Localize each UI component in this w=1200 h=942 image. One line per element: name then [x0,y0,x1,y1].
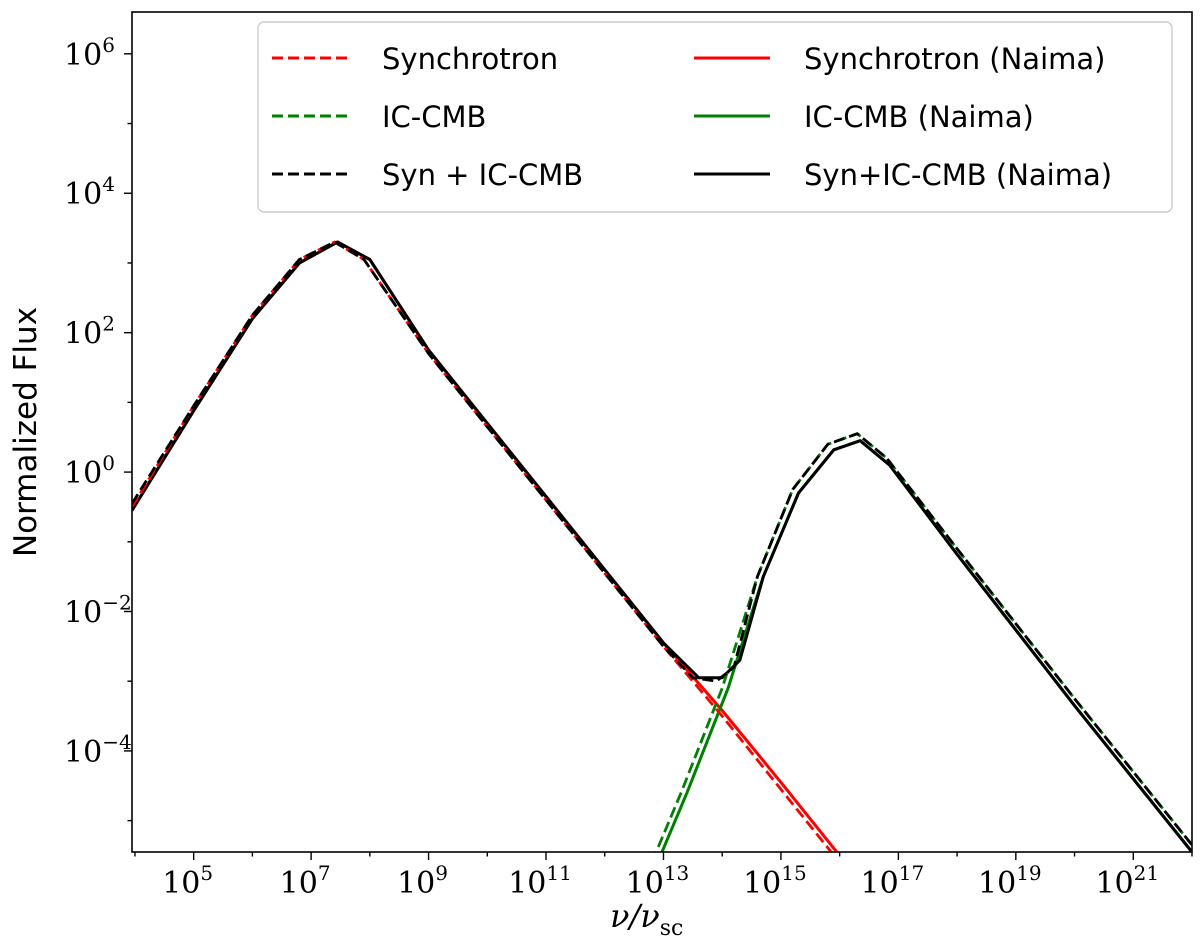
y-tick-label-exponent: 2 [102,312,115,336]
x-tick-label-base: 10 [626,866,664,901]
x-tick-label: 1021 [1095,861,1159,901]
y-tick-label: 100 [64,451,115,491]
legend-entry-label: Synchrotron (Naima) [804,42,1105,76]
x-axis-label-main: ν/ν [610,897,660,935]
series-line-5 [132,240,1192,852]
x-tick-label-exponent: 19 [1016,861,1041,885]
x-tick-label: 1011 [508,861,572,901]
x-tick-label-base: 10 [397,866,435,901]
y-tick-label-exponent: 0 [102,451,115,475]
plot-frame [131,11,1193,853]
y-tick-label-base: 10 [64,596,102,631]
x-tick-label-base: 10 [508,866,546,901]
y-tick-label-base: 10 [64,177,102,212]
x-tick-label-exponent: 7 [318,861,331,885]
x-tick-label-base: 10 [743,866,781,901]
y-tick-label-base: 10 [64,38,102,73]
x-tick-label: 1015 [743,861,807,901]
x-tick-label: 1017 [861,861,925,901]
x-tick-label-exponent: 17 [899,861,924,885]
series-line-2 [132,240,1192,846]
x-tick-label-exponent: 5 [200,861,213,885]
y-tick-label: 104 [64,172,115,212]
y-tick-label-exponent: 4 [102,172,115,196]
legend-entry-label: Synchrotron [382,42,558,76]
x-axis: 105 107 109 1011 1013 1015 1017 1019 1021 [134,852,1193,901]
x-axis-label-sub: sc [660,916,684,941]
y-tick-label: 106 [64,33,115,73]
legend: Synchrotron IC-CMB Syn + IC-CMB Synchrotron… [257,21,1173,213]
x-tick-label: 1013 [626,861,690,901]
y-tick-label-base: 10 [64,456,102,491]
x-tick-label: 1019 [978,861,1042,901]
y-tick-label: 10−2 [64,591,132,631]
legend-entry-label: Syn + IC-CMB [382,158,583,192]
y-tick-label-exponent: −2 [102,591,131,615]
x-tick-label-exponent: 13 [664,861,689,885]
x-tick-label-exponent: 11 [546,861,571,885]
x-tick-label-base: 10 [861,866,899,901]
x-tick-label-base: 10 [162,866,200,901]
x-tick-label-base: 10 [978,866,1016,901]
series-line-0 [132,240,833,852]
series-layer [132,240,1192,852]
legend-entry-label: Syn+IC-CMB (Naima) [804,158,1112,192]
y-tick-label-exponent: 6 [102,33,115,57]
x-tick-label-exponent: 15 [781,861,806,885]
y-tick-label-exponent: −4 [102,730,131,754]
x-tick-label: 109 [397,861,448,901]
y-tick-label-base: 10 [64,735,102,770]
x-tick-label-base: 10 [280,866,318,901]
legend-entry-label: IC-CMB (Naima) [804,100,1034,134]
series-line-3 [132,240,839,852]
x-tick-label-exponent: 21 [1134,861,1159,885]
y-axis-label: Normalized Flux [8,307,44,557]
x-tick-label-base: 10 [1095,866,1133,901]
x-tick-label: 105 [162,861,213,901]
x-axis-label: ν/νsc [610,897,683,941]
y-tick-label: 102 [64,312,115,352]
y-tick-label: 10−4 [64,730,132,770]
legend-entry-label: IC-CMB [382,100,486,134]
x-tick-label-exponent: 9 [435,861,448,885]
y-tick-label-base: 10 [64,317,102,352]
x-tick-label: 107 [280,861,331,901]
